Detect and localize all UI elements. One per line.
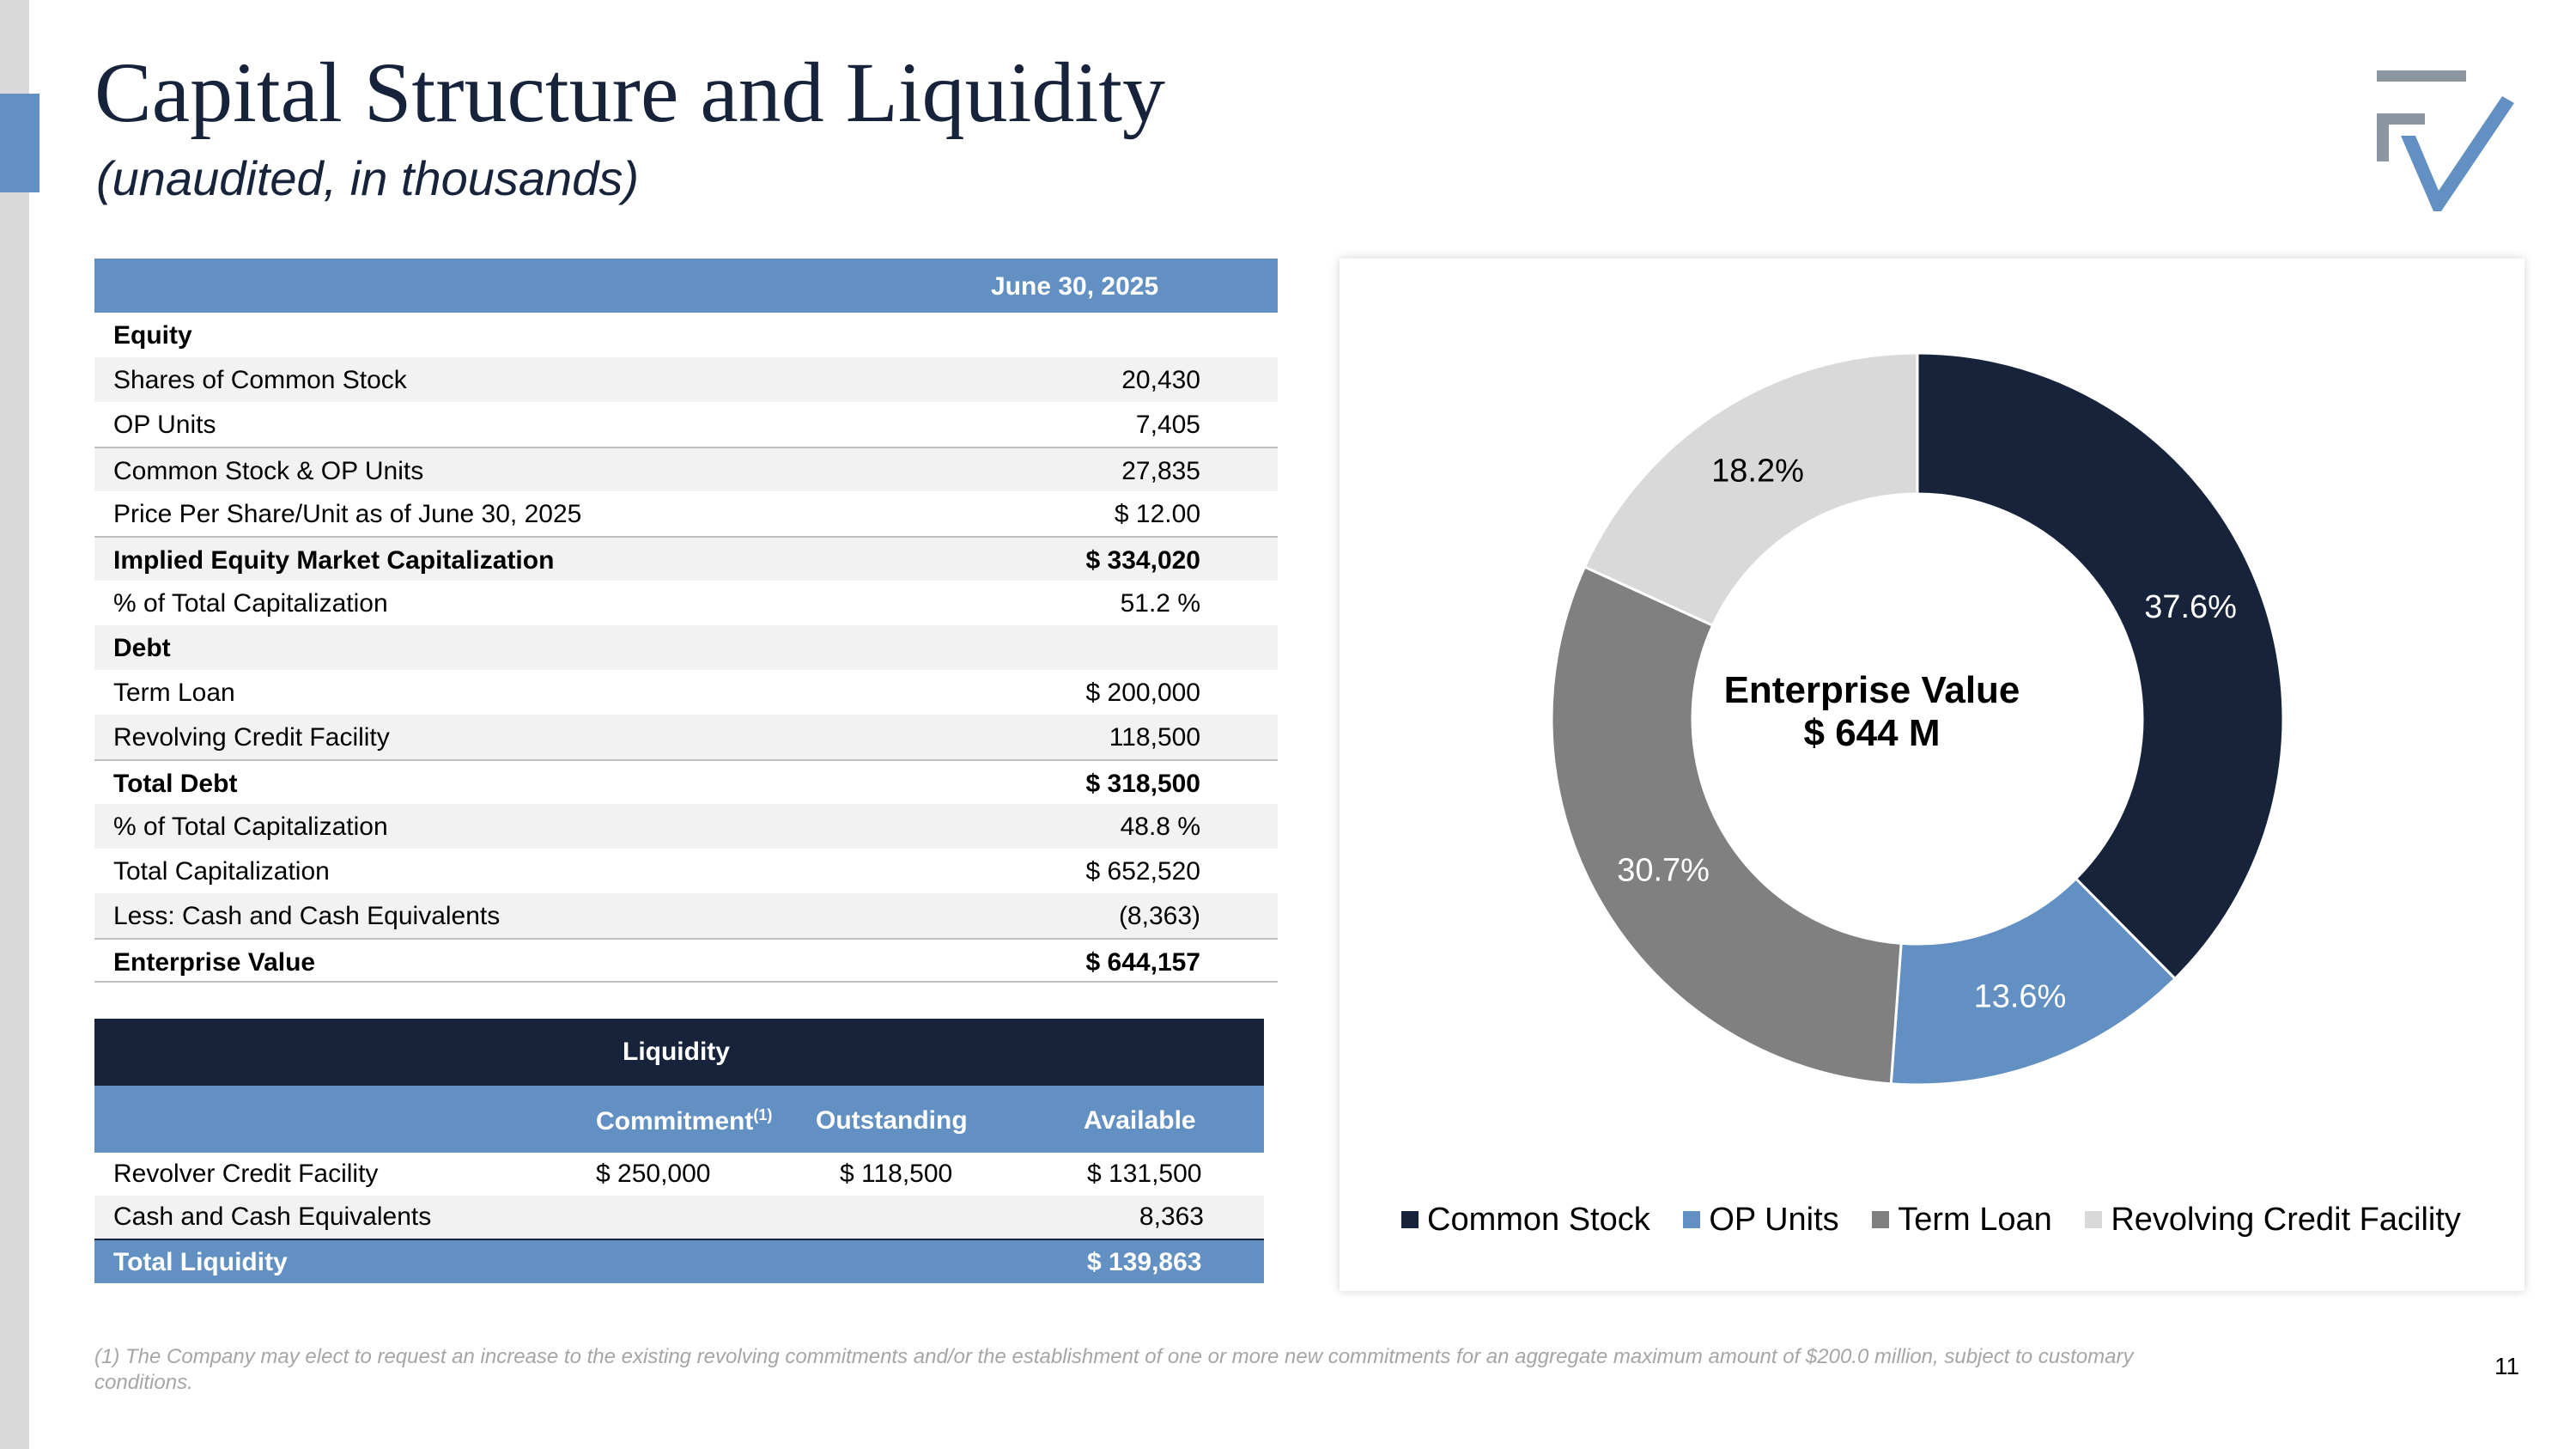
slice-data-label: 30.7% (1617, 852, 1710, 888)
liquidity-table: Liquidity Commitment(1) Outstanding Avai… (94, 1019, 1264, 1283)
commitment-header: Commitment(1) (596, 1106, 772, 1136)
row-label: Cash and Cash Equivalents (113, 1202, 432, 1231)
slice-data-label: 13.6% (1974, 979, 2067, 1015)
row-label: Term Loan (113, 679, 235, 707)
row-value: $ 644,157 (1085, 948, 1200, 977)
page-title: Capital Structure and Liquidity (94, 45, 1165, 140)
table-row: Debt (94, 625, 1278, 670)
donut-slice-op-units (1889, 876, 2178, 1087)
available-header: Available (1084, 1106, 1196, 1135)
row-value: $ 334,020 (1085, 546, 1200, 575)
company-logo-icon (2377, 70, 2514, 211)
row-label: % of Total Capitalization (113, 589, 388, 618)
available-value: 8,363 (1139, 1202, 1204, 1231)
table-row: Revolver Credit Facility $ 250,000 $ 118… (94, 1153, 1264, 1196)
chart-legend: Common Stock OP Units Term Loan Revolvin… (1401, 1202, 2485, 1239)
liquidity-title: Liquidity (623, 1038, 730, 1066)
table-row: Shares of Common Stock 20,430 (94, 357, 1278, 402)
table-row: Equity (94, 313, 1278, 357)
left-side-bar (0, 0, 29, 1449)
row-value: 48.8 % (1120, 813, 1200, 841)
table-row: % of Total Capitalization 51.2 % (94, 581, 1278, 625)
table-row: Price Per Share/Unit as of June 30, 2025… (94, 491, 1278, 536)
table-row: Common Stock & OP Units 27,835 (94, 447, 1278, 491)
row-value: $ 12.00 (1114, 500, 1200, 528)
capitalization-header: June 30, 2025 (94, 259, 1278, 313)
legend-label: Common Stock (1427, 1202, 1650, 1238)
capitalization-table: June 30, 2025 Equity Shares of Common St… (94, 259, 1278, 983)
outstanding-header: Outstanding (816, 1106, 968, 1135)
legend-item: Term Loan (1872, 1202, 2052, 1239)
row-label: Enterprise Value (113, 948, 316, 977)
row-label: Revolver Credit Facility (113, 1160, 379, 1188)
legend-label: Term Loan (1898, 1202, 2052, 1238)
table-row: Implied Equity Market Capitalization $ 3… (94, 536, 1278, 581)
table-row: Cash and Cash Equivalents 8,363 (94, 1196, 1264, 1239)
row-label: Debt (113, 634, 171, 662)
footnote-marker: (1) (753, 1106, 773, 1123)
row-label: Revolving Credit Facility (113, 723, 390, 752)
table-row: Less: Cash and Cash Equivalents (8,363) (94, 893, 1278, 938)
commitment-header-text: Commitment (596, 1107, 754, 1135)
table-row: Enterprise Value $ 644,157 (94, 938, 1278, 983)
donut-slice-revolving-credit-facility (1583, 351, 1919, 628)
available-value: $ 139,863 (1087, 1248, 1202, 1276)
liquidity-header-row: Commitment(1) Outstanding Available (94, 1086, 1264, 1153)
row-label: % of Total Capitalization (113, 813, 388, 841)
legend-label: OP Units (1709, 1202, 1839, 1238)
row-value: (8,363) (1118, 902, 1200, 930)
enterprise-value-chart-panel: 37.6% 13.6% 30.7% 18.2% Enterprise Value $ … (1340, 259, 2524, 1291)
row-label: Implied Equity Market Capitalization (113, 546, 555, 575)
commitment-value: $ 250,000 (596, 1160, 711, 1188)
row-value: 118,500 (1109, 723, 1200, 752)
legend-item: Common Stock (1401, 1202, 1650, 1239)
row-label: OP Units (113, 411, 216, 439)
row-label: Total Debt (113, 770, 238, 798)
table-row: OP Units 7,405 (94, 402, 1278, 447)
legend-swatch (1401, 1211, 1419, 1228)
table-row: Total Debt $ 318,500 (94, 759, 1278, 804)
donut-chart: 37.6% 13.6% 30.7% 18.2% (1550, 351, 2285, 1087)
row-value: 7,405 (1135, 411, 1200, 439)
row-label: Price Per Share/Unit as of June 30, 2025 (113, 500, 582, 528)
legend-swatch (1872, 1211, 1890, 1228)
row-label: Total Capitalization (113, 857, 330, 886)
row-label: Less: Cash and Cash Equivalents (113, 902, 501, 930)
page-subtitle: (unaudited, in thousands) (96, 151, 639, 205)
legend-item: Revolving Credit Facility (2085, 1202, 2461, 1239)
row-label: Equity (113, 321, 192, 350)
left-accent-block (0, 94, 39, 192)
table-row: Total Capitalization $ 652,520 (94, 849, 1278, 893)
footnote: (1) The Company may elect to request an … (94, 1345, 2134, 1394)
center-label-title: Enterprise Value (1723, 669, 2020, 711)
legend-swatch (1683, 1211, 1701, 1228)
row-value: $ 652,520 (1085, 857, 1200, 886)
center-label-value: $ 644 M (1803, 712, 1941, 754)
donut-slice-common-stock (1916, 351, 2285, 981)
available-value: $ 131,500 (1087, 1160, 1202, 1188)
table-row: Revolving Credit Facility 118,500 (94, 715, 1278, 759)
total-liquidity-row: Total Liquidity $ 139,863 (94, 1239, 1264, 1283)
date-column-header: June 30, 2025 (991, 272, 1159, 301)
row-label: Common Stock & OP Units (113, 457, 424, 485)
row-value: 27,835 (1121, 457, 1200, 485)
row-label: Total Liquidity (113, 1248, 288, 1276)
row-value: $ 200,000 (1085, 679, 1200, 707)
liquidity-title-bar: Liquidity (94, 1019, 1264, 1086)
outstanding-value: $ 118,500 (840, 1160, 953, 1188)
row-value: 51.2 % (1120, 589, 1200, 618)
slice-data-label: 37.6% (2144, 589, 2237, 625)
row-label: Shares of Common Stock (113, 366, 407, 394)
slice-data-label: 18.2% (1711, 454, 1804, 490)
table-row: % of Total Capitalization 48.8 % (94, 804, 1278, 849)
legend-label: Revolving Credit Facility (2111, 1202, 2461, 1238)
page-number: 11 (2494, 1353, 2520, 1379)
row-value: $ 318,500 (1085, 770, 1200, 798)
donut-slice-term-loan (1550, 565, 1903, 1086)
legend-item: OP Units (1683, 1202, 1839, 1239)
legend-swatch (2085, 1211, 2103, 1228)
table-row: Term Loan $ 200,000 (94, 670, 1278, 715)
row-value: 20,430 (1121, 366, 1200, 394)
